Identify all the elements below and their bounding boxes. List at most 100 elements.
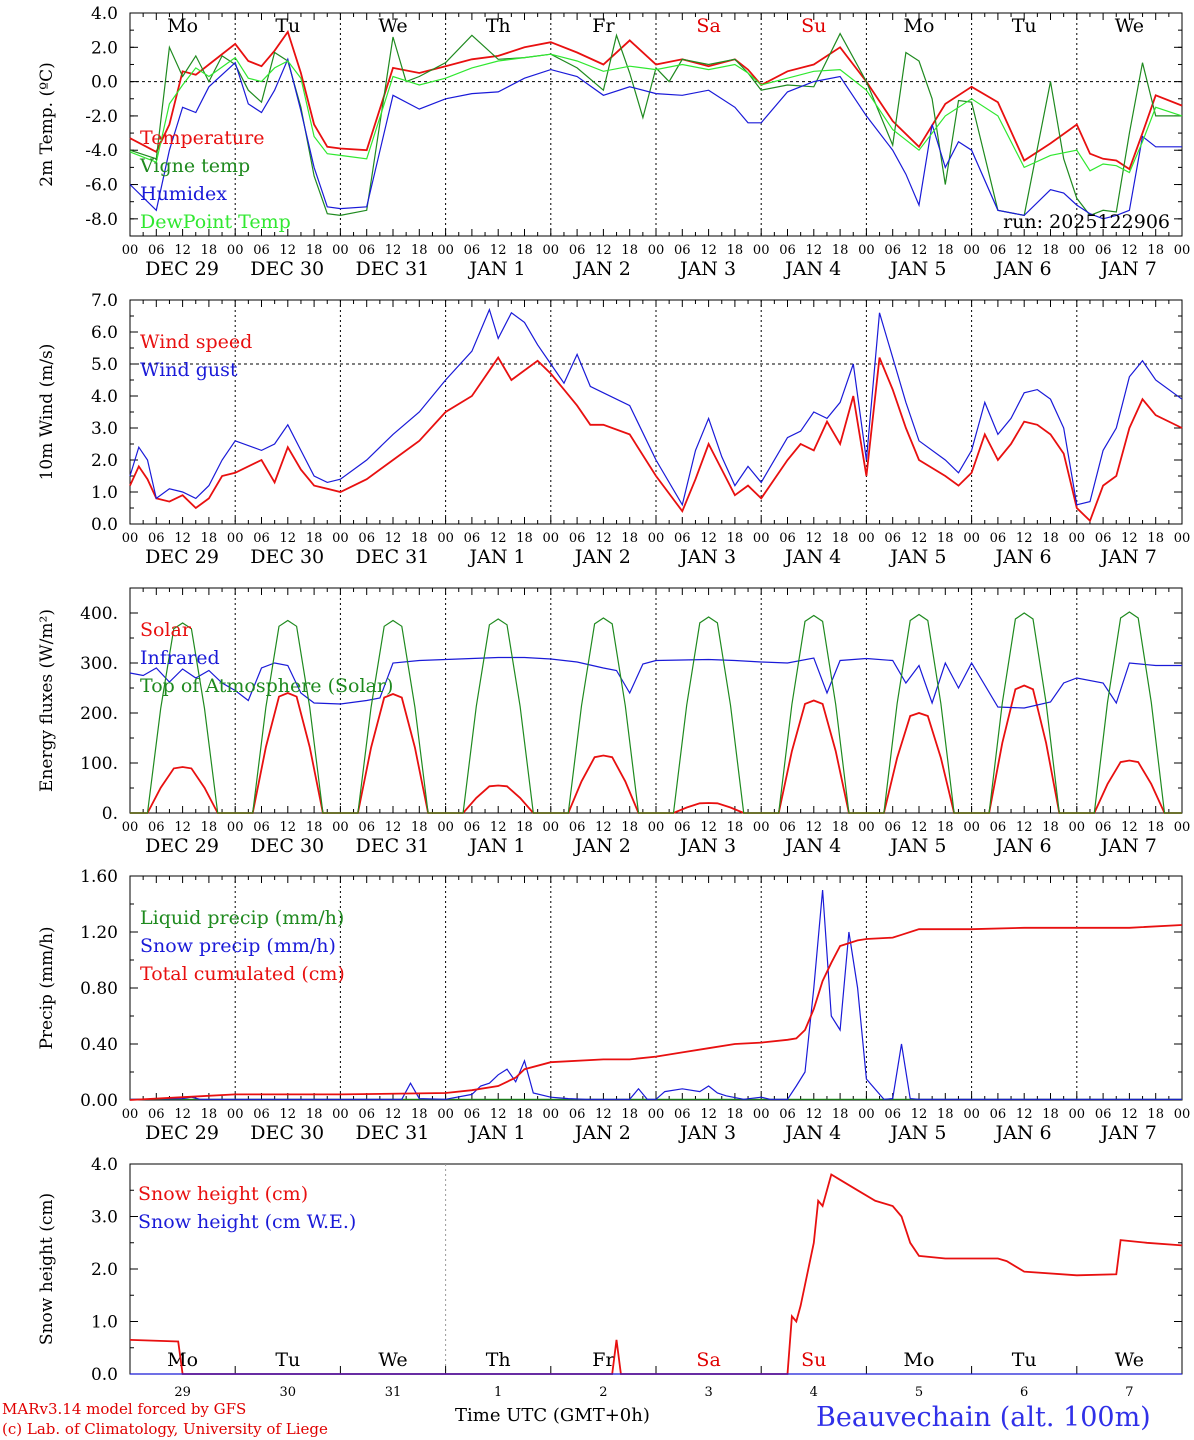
weekday-label: Fr [592, 15, 615, 37]
x-hour-label: 06 [674, 820, 691, 835]
x-hour-label: 00 [963, 1107, 980, 1122]
x-hour-label: 00 [753, 531, 770, 546]
x-hour-label: 12 [700, 820, 717, 835]
model-credit: MARv3.14 model forced by GFS [2, 1400, 247, 1418]
x-hour-label: 00 [648, 243, 665, 258]
x-hour-label: 12 [1121, 531, 1138, 546]
x-hour-label: 06 [779, 531, 796, 546]
y-tick-label: 0.00 [80, 1091, 118, 1111]
x-hour-label: 06 [674, 531, 691, 546]
x-hour-label: 00 [963, 531, 980, 546]
x-hour-label: 06 [1095, 531, 1112, 546]
x-hour-label: 12 [174, 531, 191, 546]
x-hour-label: 18 [727, 531, 744, 546]
chart-panel-wind: 0.0 1.0 2.0 3.0 4.0 5.0 6.0 7.0 10m Wind (m/s) 00… [37, 291, 1190, 568]
legend-entry: Snow height (cm) [138, 1183, 308, 1205]
weekday-label: Fr [592, 1349, 615, 1371]
x-hour-label: 00 [437, 1107, 454, 1122]
x-hour-label: 06 [1095, 820, 1112, 835]
x-hour-label: 18 [306, 531, 323, 546]
x-hour-label: 12 [806, 820, 823, 835]
x-day-label: DEC 31 [355, 1122, 429, 1144]
series-line-humidex [129, 57, 1182, 220]
x-hour-label: 00 [437, 243, 454, 258]
x-hour-label: 12 [595, 243, 612, 258]
x-hour-label: 18 [832, 531, 849, 546]
x-hour-label: 12 [595, 820, 612, 835]
x-hour-label: 00 [122, 1107, 139, 1122]
x-hour-label: 06 [358, 820, 375, 835]
x-hour-label: 12 [1016, 243, 1033, 258]
x-hour-label: 18 [1042, 1107, 1059, 1122]
x-hour-label: 18 [1147, 820, 1164, 835]
legend-entry: Humidex [140, 183, 227, 205]
series-line-dewpoint-temp [129, 53, 1183, 174]
x-day-number: 2 [599, 1385, 607, 1400]
x-hour-label: 06 [569, 820, 586, 835]
y-tick-label: 2.0 [91, 38, 118, 58]
x-hour-label: 12 [174, 243, 191, 258]
x-day-label: JAN 4 [783, 258, 841, 280]
x-hour-label: 00 [332, 820, 349, 835]
y-tick-label: -8.0 [85, 210, 118, 230]
x-hour-label: 12 [806, 243, 823, 258]
x-day-label: JAN 7 [1099, 546, 1157, 568]
y-tick-label: 1.0 [91, 483, 118, 503]
x-day-label: JAN 3 [678, 835, 736, 857]
x-hour-label: 18 [516, 243, 533, 258]
x-hour-label: 06 [779, 1107, 796, 1122]
x-hour-label: 06 [148, 531, 165, 546]
x-day-label: JAN 6 [994, 546, 1052, 568]
y-tick-label: 0.0 [91, 73, 118, 93]
weekday-label: Th [486, 1349, 511, 1371]
x-hour-label: 00 [332, 531, 349, 546]
series-line-vigne-temp [129, 32, 1182, 217]
x-hour-label: 06 [464, 243, 481, 258]
x-hour-label: 00 [753, 820, 770, 835]
x-hour-label: 12 [911, 820, 928, 835]
x-hour-label: 12 [1016, 1107, 1033, 1122]
x-day-label: JAN 2 [573, 546, 631, 568]
x-day-label: JAN 7 [1099, 258, 1157, 280]
x-hour-label: 18 [306, 820, 323, 835]
x-day-label: JAN 6 [994, 1122, 1052, 1144]
x-hour-label: 06 [358, 1107, 375, 1122]
x-hour-label: 12 [385, 820, 402, 835]
x-hour-label: 12 [700, 531, 717, 546]
series-line-snow-precip-mm-h- [129, 889, 1182, 1100]
y-tick-label: 0.80 [80, 979, 118, 999]
y-tick-label: 0. [102, 804, 118, 824]
x-hour-label: 00 [1174, 243, 1191, 258]
x-hour-label: 18 [832, 820, 849, 835]
x-hour-label: 18 [727, 820, 744, 835]
run-annotation: run: 2025122906 [1003, 211, 1170, 233]
x-day-label: DEC 29 [145, 1122, 219, 1144]
x-hour-label: 00 [1069, 243, 1086, 258]
x-hour-label: 12 [911, 1107, 928, 1122]
y-tick-label: 200. [80, 704, 118, 724]
x-hour-label: 06 [148, 243, 165, 258]
chart-panel-snow: 0.0 1.0 2.0 3.0 4.0 Snow height (cm) Mo Tu We Th F… [37, 1155, 1183, 1400]
chart-panel-temperature: -8.0 -6.0 -4.0 -2.0 0.0 2.0 4.0 2m Temp. (ºC) 00… [37, 4, 1190, 280]
x-hour-label: 00 [437, 531, 454, 546]
x-hour-label: 18 [516, 820, 533, 835]
x-hour-label: 18 [411, 531, 428, 546]
x-day-label: JAN 5 [888, 258, 946, 280]
y-tick-label: 2.0 [91, 1260, 118, 1280]
x-hour-label: 00 [227, 1107, 244, 1122]
x-day-label: DEC 29 [145, 258, 219, 280]
x-hour-label: 18 [937, 243, 954, 258]
x-hour-label: 06 [990, 1107, 1007, 1122]
x-day-label: JAN 1 [468, 546, 526, 568]
x-hour-label: 12 [174, 820, 191, 835]
x-hour-label: 00 [963, 243, 980, 258]
x-day-label: DEC 30 [250, 546, 324, 568]
x-hour-label: 06 [884, 243, 901, 258]
y-tick-label: 1.20 [80, 923, 118, 943]
weekday-label: Tu [275, 1349, 300, 1371]
legend-entry: Top of Atmosphere (Solar) [140, 675, 393, 697]
x-day-label: DEC 30 [250, 258, 324, 280]
x-hour-label: 18 [306, 1107, 323, 1122]
x-hour-label: 00 [543, 243, 560, 258]
x-day-label: JAN 4 [783, 546, 841, 568]
